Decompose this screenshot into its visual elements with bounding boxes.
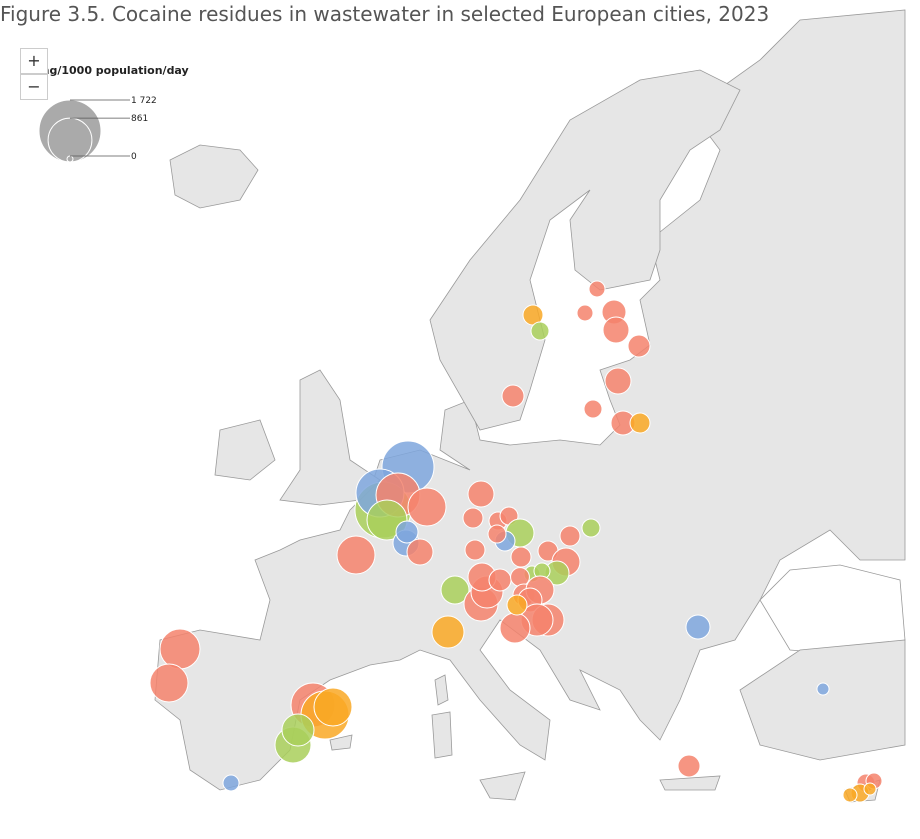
ireland — [214, 419, 276, 481]
bubble — [440, 575, 470, 605]
bubble — [627, 334, 651, 358]
iceland — [169, 144, 259, 209]
bubble — [685, 614, 711, 640]
bubble — [510, 546, 532, 568]
bubble — [407, 487, 447, 527]
bubble — [467, 480, 495, 508]
bubble — [159, 628, 201, 670]
title: Figure 3.5. Cocaine residues in wastewat… — [0, 2, 770, 26]
bubble — [588, 280, 606, 298]
bubble — [583, 399, 603, 419]
bubble — [149, 663, 189, 703]
scandinavia — [429, 69, 741, 431]
legend-label: 861 — [131, 114, 148, 124]
bubble — [487, 524, 507, 544]
bubble — [501, 384, 525, 408]
bubble — [581, 518, 601, 538]
corsica — [434, 674, 449, 706]
bubble — [281, 713, 315, 747]
legend: mg/1000 population/day 1 722 861 0 — [38, 64, 189, 163]
bubble — [842, 787, 858, 803]
legend-circle — [47, 117, 93, 163]
zoom-out[interactable]: − — [20, 74, 48, 100]
bubble — [506, 594, 528, 616]
bubble — [499, 612, 531, 644]
bubble — [462, 507, 484, 529]
bubble — [336, 535, 376, 575]
turkey — [739, 639, 906, 761]
zoom-in[interactable]: + — [20, 48, 48, 74]
land — [154, 9, 906, 803]
bubble — [602, 316, 630, 344]
bubble — [530, 321, 550, 341]
bubble — [559, 525, 581, 547]
bubble — [431, 615, 465, 649]
bubble — [488, 568, 512, 592]
bubbles — [149, 280, 883, 803]
black-sea — [759, 564, 906, 656]
bubble — [816, 682, 830, 696]
legend-title: mg/1000 population/day — [38, 64, 189, 77]
bubble — [863, 782, 877, 796]
bubble — [576, 304, 594, 322]
bubble — [222, 774, 240, 792]
bubble — [464, 539, 486, 561]
sicily — [479, 771, 526, 801]
bubble — [395, 520, 419, 544]
bubble — [406, 538, 434, 566]
bubble — [510, 567, 530, 587]
legend-circle — [66, 155, 74, 163]
legend-label: 1 722 — [131, 96, 157, 106]
balearic — [329, 734, 353, 751]
crete — [659, 775, 721, 791]
sardinia — [431, 711, 453, 759]
bubble — [677, 754, 701, 778]
bubble — [629, 412, 651, 434]
bubble — [313, 687, 353, 727]
bubble — [604, 367, 632, 395]
legend-label: 0 — [131, 152, 137, 162]
